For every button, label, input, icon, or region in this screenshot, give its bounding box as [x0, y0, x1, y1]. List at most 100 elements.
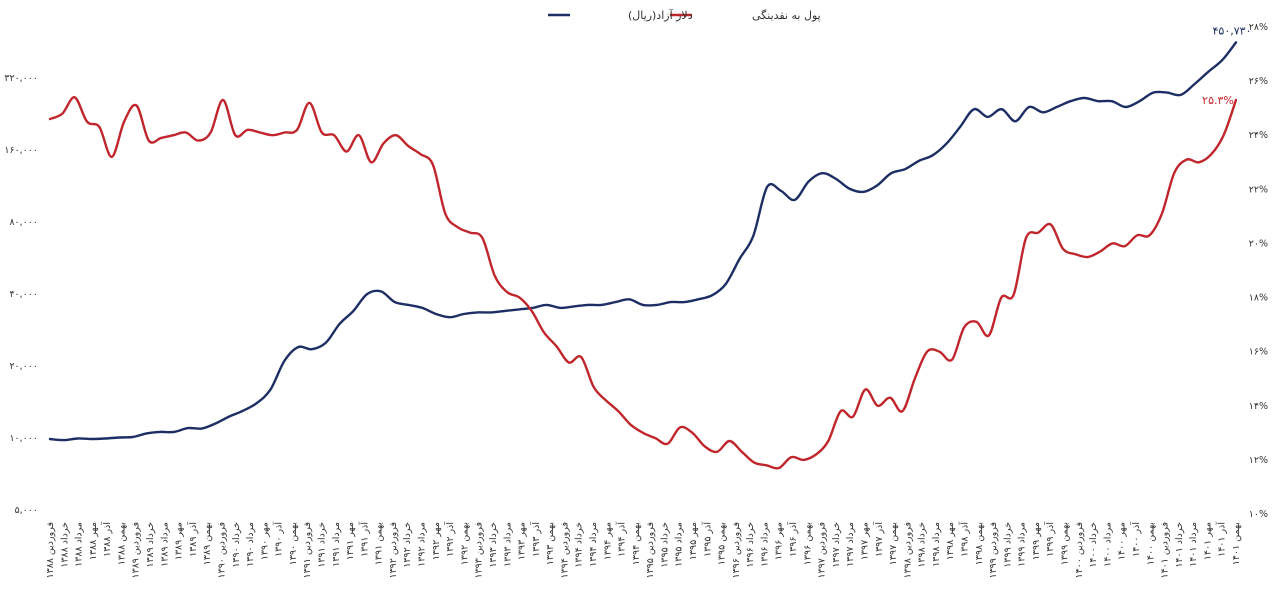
- x-tick-label: بهمن ۱۴۰۰: [1145, 522, 1156, 565]
- x-tick-label: مهر ۱۳۹۰: [259, 522, 270, 560]
- x-tick-label: آذر ۱۴۰۱: [1215, 522, 1228, 557]
- x-tick-label: مرداد ۱۴۰۰: [1102, 522, 1113, 567]
- left-tick-label: ۱۶۰,۰۰۰: [4, 145, 38, 156]
- x-tick-label: خرداد ۱۳۹۶: [745, 522, 756, 568]
- left-tick-label: ۸۰,۰۰۰: [9, 217, 38, 228]
- x-tick-label: فروردین ۱۴۰۱: [1160, 522, 1171, 579]
- left-tick-label: ۲۰,۰۰۰: [9, 361, 38, 372]
- x-tick-label: مرداد ۱۳۹۷: [845, 522, 856, 567]
- x-tick-label: بهمن ۱۳۸۸: [116, 522, 127, 565]
- left-tick-label: ۳۲۰,۰۰۰: [4, 73, 38, 84]
- x-tick-label: فروردین ۱۳۹۹: [988, 522, 999, 579]
- x-tick-label: خرداد ۱۳۹۰: [231, 522, 242, 568]
- x-tick-label: خرداد ۱۳۹۲: [402, 522, 413, 568]
- x-tick-label: مرداد ۱۳۸۹: [159, 522, 170, 567]
- x-tick-label: آذر ۱۳۹۲: [443, 522, 456, 557]
- x-tick-label: آذر ۱۳۹۵: [700, 522, 713, 557]
- x-tick-label: فروردین ۱۳۹۴: [559, 522, 570, 579]
- x-tick-label: فروردین ۱۳۹۶: [731, 522, 742, 579]
- x-tick-label: مهر ۱۳۹۷: [859, 522, 870, 560]
- right-tick-label: ۲۶%: [1249, 76, 1268, 87]
- series-line-dollar: [48, 41, 1238, 442]
- x-tick-label: فروردین ۱۳۸۹: [131, 522, 142, 579]
- x-tick-label: مهر ۱۳۹۴: [602, 522, 613, 560]
- right-tick-label: ۱۶%: [1249, 347, 1268, 358]
- right-tick-label: ۲۰%: [1249, 238, 1268, 249]
- x-tick-label: خرداد ۱۴۰۱: [1174, 522, 1185, 568]
- right-axis: ۱۰% ۱۲% ۱۴% ۱۶% ۱۸% ۲۰% ۲۲% ۲۴% ۲۶% ۲۸%: [1249, 22, 1268, 520]
- x-tick-label: آذر ۱۳۹۹: [1043, 522, 1056, 557]
- x-tick-label: فروردین ۱۳۸۸: [45, 522, 56, 579]
- x-tick-label: فروردین ۱۳۹۵: [645, 522, 656, 579]
- x-tick-label: بهمن ۱۳۹۵: [717, 522, 728, 565]
- x-tick-label: بهمن ۱۳۹۶: [802, 522, 813, 565]
- x-tick-label: مرداد ۱۳۹۱: [331, 522, 342, 567]
- x-tick-label: مرداد ۱۳۹۸: [931, 522, 942, 567]
- x-tick-label: مهر ۱۳۹۹: [1031, 522, 1042, 560]
- end-label-liquidity: ۲۵.۳%: [1202, 94, 1234, 107]
- right-tick-label: ۱۰%: [1249, 509, 1268, 520]
- x-tick-label: مهر ۱۳۸۹: [174, 522, 185, 560]
- x-tick-label: خرداد ۱۳۹۷: [831, 522, 842, 568]
- right-tick-label: ۲۲%: [1249, 184, 1268, 195]
- x-tick-label: بهمن ۱۳۹۷: [888, 522, 899, 565]
- legend-label-liquidity: پول به نقدینگی: [752, 9, 821, 22]
- x-tick-label: خرداد ۱۳۹۱: [316, 522, 327, 568]
- x-tick-label: بهمن ۱۳۸۹: [202, 522, 213, 565]
- x-tick-label: آذر ۱۳۹۳: [529, 522, 542, 557]
- x-tick-label: مرداد ۱۳۹۴: [588, 522, 599, 567]
- x-tick-label: مرداد ۱۳۸۸: [74, 522, 85, 567]
- x-tick-label: مهر ۱۳۹۸: [945, 522, 956, 560]
- x-tick-label: آذر ۱۳۹۰: [272, 522, 285, 557]
- x-tick-label: بهمن ۱۳۹۰: [288, 522, 299, 565]
- x-tick-label: بهمن ۱۳۹۱: [374, 522, 385, 565]
- x-tick-label: بهمن ۱۳۹۸: [974, 522, 985, 565]
- x-tick-label: مرداد ۱۳۹۶: [759, 522, 770, 567]
- x-tick-label: مهر ۱۳۹۶: [774, 522, 785, 560]
- x-tick-label: مهر ۱۳۹۳: [517, 522, 528, 560]
- x-tick-label: مرداد ۱۳۹۰: [245, 522, 256, 567]
- x-tick-label: مهر ۱۳۹۲: [431, 522, 442, 560]
- x-tick-label: بهمن ۱۴۰۱: [1231, 522, 1242, 565]
- x-tick-label: خرداد ۱۳۹۵: [659, 522, 670, 568]
- x-tick-label: خرداد ۱۳۹۴: [574, 522, 585, 568]
- x-tick-label: آذر ۱۳۹۴: [615, 522, 628, 557]
- x-tick-label: بهمن ۱۳۹۳: [545, 522, 556, 565]
- end-label-dollar: ۴۵۰,۷۳۰: [1213, 24, 1252, 37]
- right-tick-label: ۱۸%: [1249, 293, 1268, 304]
- x-tick-label: خرداد ۱۳۸۸: [59, 522, 70, 568]
- x-tick-label: بهمن ۱۳۹۴: [631, 522, 642, 565]
- left-tick-label: ۵,۰۰۰: [15, 505, 38, 516]
- x-tick-label: بهمن ۱۳۹۲: [459, 522, 470, 565]
- left-axis: ۵,۰۰۰ ۱۰,۰۰۰ ۲۰,۰۰۰ ۴۰,۰۰۰ ۸۰,۰۰۰ ۱۶۰,۰۰۰ ۳۲۰,…: [4, 73, 38, 516]
- x-tick-label: فروردین ۱۴۰۰: [1074, 522, 1085, 579]
- x-tick-label: خرداد ۱۴۰۰: [1088, 522, 1099, 568]
- x-tick-label: فروردین ۱۳۹۸: [902, 522, 913, 579]
- x-tick-label: مهر ۱۳۹۱: [345, 522, 356, 560]
- x-tick-label: خرداد ۱۳۹۳: [488, 522, 499, 568]
- x-tick-label: مهر ۱۴۰۰: [1117, 522, 1128, 560]
- x-tick-label: مهر ۱۳۸۸: [88, 522, 99, 560]
- right-tick-label: ۲۴%: [1249, 130, 1268, 141]
- x-tick-label: فروردین ۱۳۹۱: [302, 522, 313, 579]
- x-tick-label: مرداد ۱۴۰۱: [1188, 522, 1199, 567]
- left-tick-label: ۴۰,۰۰۰: [9, 289, 38, 300]
- x-tick-label: فروردین ۱۳۹۲: [388, 522, 399, 579]
- x-tick-label: آذر ۱۳۸۸: [100, 522, 113, 557]
- right-tick-label: ۱۲%: [1249, 455, 1268, 466]
- x-tick-label: بهمن ۱۳۹۹: [1060, 522, 1071, 565]
- x-tick-label: آذر ۱۳۹۸: [958, 522, 971, 557]
- x-tick-label: آذر ۱۴۰۰: [1129, 522, 1142, 557]
- x-tick-label: خرداد ۱۳۸۹: [145, 522, 156, 568]
- x-tick-label: مرداد ۱۳۹۵: [674, 522, 685, 567]
- x-tick-label: مرداد ۱۳۹۲: [417, 522, 428, 567]
- right-tick-label: ۲۸%: [1249, 22, 1268, 33]
- x-tick-label: مرداد ۱۳۹۹: [1017, 522, 1028, 567]
- left-tick-label: ۱۰,۰۰۰: [9, 433, 38, 444]
- legend-label-dollar: دلار آزاد(ریال): [628, 8, 693, 22]
- x-tick-label: فروردین ۱۳۹۳: [474, 522, 485, 579]
- x-tick-label: مرداد ۱۳۹۳: [502, 522, 513, 567]
- right-tick-label: ۱۴%: [1249, 401, 1268, 412]
- legend: پول به نقدینگی دلار آزاد(ریال): [548, 8, 821, 22]
